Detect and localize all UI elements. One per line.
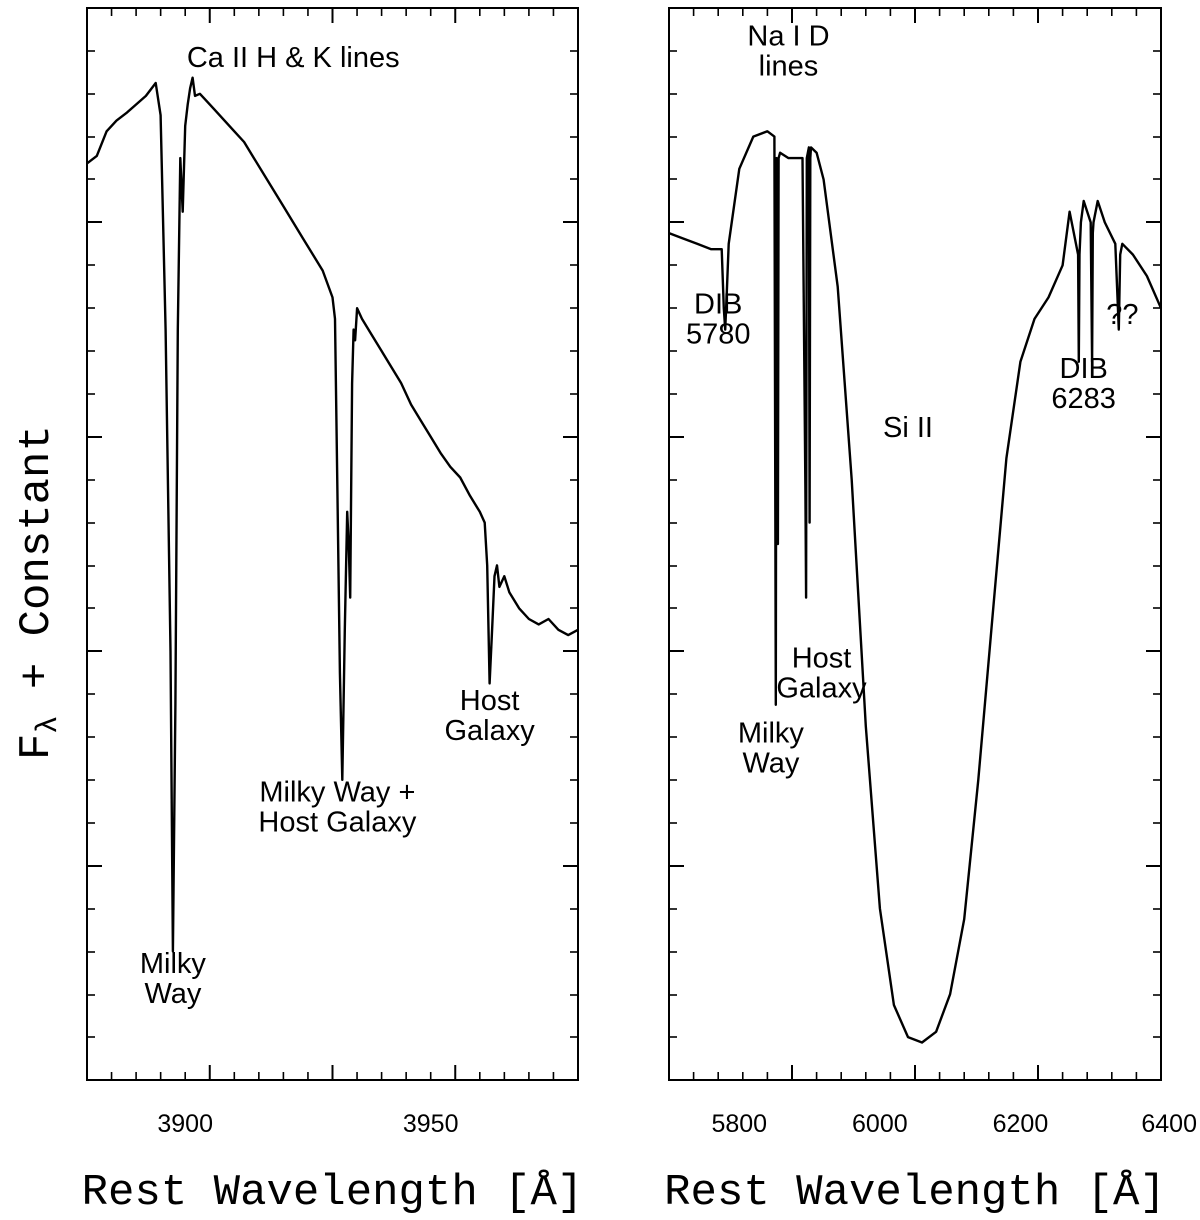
x-tick-label: 6400 bbox=[1141, 1110, 1197, 1138]
spectrum-line bbox=[86, 76, 579, 953]
annotation-line: Ca II H & K lines bbox=[187, 42, 400, 74]
annotation-line: Milky bbox=[738, 717, 805, 749]
annotation-label: DIB 6283 bbox=[1051, 353, 1116, 415]
annotation-label: ?? bbox=[1106, 299, 1138, 331]
annotation-line: Host Galaxy bbox=[258, 806, 416, 838]
annotation-line: Galaxy bbox=[776, 672, 867, 704]
annotation-label: Milky Way bbox=[738, 717, 805, 779]
x-axis-title: Rest Wavelength [Å] bbox=[82, 1168, 584, 1218]
x-tick-label: 3950 bbox=[403, 1110, 459, 1138]
svg-text:Fλ + Constant: Fλ + Constant bbox=[12, 425, 66, 760]
y-axis-label-rest: + Constant bbox=[12, 425, 62, 715]
annotation-line: Milky Way + bbox=[259, 776, 415, 808]
annotation-line: Si II bbox=[883, 412, 933, 444]
annotation-line: Way bbox=[742, 747, 799, 779]
annotation-label: Host Galaxy bbox=[444, 685, 535, 747]
annotation-label: Host Galaxy bbox=[776, 642, 867, 704]
annotation-label: Milky Way bbox=[140, 948, 207, 1010]
x-tick-label: 5800 bbox=[711, 1110, 767, 1138]
x-tick-label: 3900 bbox=[157, 1110, 213, 1138]
x-tick-label: 6000 bbox=[852, 1110, 908, 1138]
x-axis-title: Rest Wavelength [Å] bbox=[664, 1168, 1166, 1218]
plot-frame bbox=[668, 7, 1162, 1081]
spectrum-line bbox=[668, 130, 1163, 1044]
annotation-line: Na I D bbox=[747, 21, 829, 53]
annotation-line: 6283 bbox=[1051, 383, 1116, 415]
x-tick-label: 6200 bbox=[993, 1110, 1049, 1138]
annotation-line: Way bbox=[144, 978, 201, 1010]
annotation-line: lines bbox=[759, 51, 819, 83]
annotation-label: DIB 5780 bbox=[686, 289, 751, 351]
annotation-line: Host bbox=[792, 642, 852, 674]
annotation-line: Host bbox=[460, 685, 520, 717]
annotation-line: Milky bbox=[140, 948, 207, 980]
panel-na-si: 5800 6000 6200 6400 Rest Wavelength [Å] Na I … bbox=[664, 7, 1197, 1218]
annotation-line: DIB bbox=[694, 289, 742, 321]
annotation-line: DIB bbox=[1060, 353, 1108, 385]
panel-ca-ii: 3900 3950 Rest Wavelength [Å] Ca II H & K l… bbox=[82, 7, 584, 1218]
annotation-label: Ca II H & K lines bbox=[187, 42, 400, 74]
y-axis-label: Fλ + Constant bbox=[12, 425, 66, 760]
annotation-line: Galaxy bbox=[444, 715, 535, 747]
y-axis-label-subscript: λ bbox=[32, 716, 66, 734]
annotation-label: Milky Way + Host Galaxy bbox=[258, 776, 416, 838]
annotation-line: ?? bbox=[1106, 299, 1138, 331]
annotation-label: Si II bbox=[883, 412, 933, 444]
annotation-line: 5780 bbox=[686, 319, 751, 351]
y-axis-label-main: F bbox=[12, 734, 62, 760]
